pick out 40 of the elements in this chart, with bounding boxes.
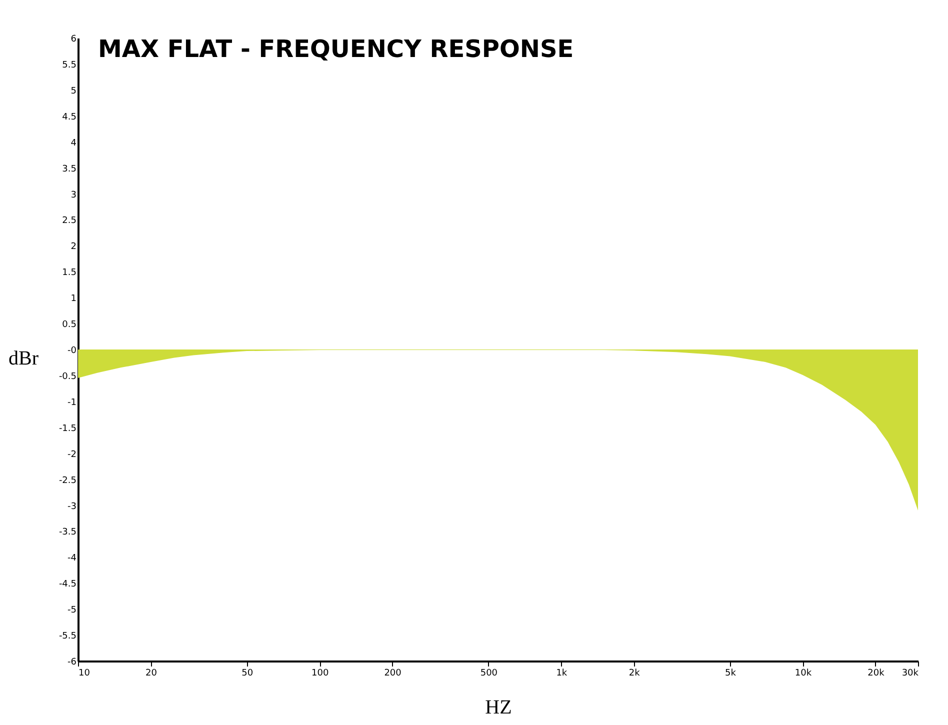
y-tick-label: 0.5 (62, 320, 76, 330)
x-tick-label: 20k (868, 668, 886, 678)
y-tick-label: -5 (68, 606, 76, 616)
y-tick-label: 1.5 (62, 268, 76, 278)
x-tick-label: 20 (145, 668, 158, 678)
x-tick-label: 10k (794, 668, 812, 678)
y-tick-label: 3 (70, 190, 76, 200)
y-tick-label: -0 (68, 346, 77, 356)
y-tick-label: -1.5 (58, 424, 76, 434)
x-tick-label: 1k (556, 668, 568, 678)
x-axis-title: HZ (485, 696, 512, 718)
y-tick-label: 5 (70, 86, 76, 96)
x-tick-label: 10 (78, 668, 90, 678)
x-tick-label: 30k (902, 668, 920, 678)
y-tick-label: 6 (70, 34, 77, 44)
y-tick-label: -3.5 (58, 528, 76, 538)
y-tick-label: -4 (68, 554, 77, 564)
y-tick-label: -2 (68, 450, 76, 460)
x-tick-label: 2k (628, 668, 641, 678)
y-tick-label: 4.5 (62, 112, 76, 122)
y-tick-label: -2.5 (58, 476, 76, 486)
y-tick-label: 2 (70, 242, 76, 252)
y-tick-label: 3.5 (62, 164, 76, 174)
y-tick-label: -5.5 (58, 632, 76, 642)
y-tick-label: -6 (68, 658, 77, 668)
chart-title: MAX FLAT - FREQUENCY RESPONSE (98, 35, 574, 63)
x-tick-label: 200 (384, 668, 402, 678)
y-tick-label: -3 (68, 502, 76, 512)
x-tick-label: 5k (725, 668, 737, 678)
x-tick-label: 50 (242, 668, 254, 678)
y-tick-label: 1 (70, 294, 76, 304)
y-tick-label: -1 (68, 398, 76, 408)
y-axis-title: dBr (8, 348, 39, 370)
x-tick-label: 500 (480, 668, 498, 678)
y-tick-label: 2.5 (62, 216, 76, 226)
y-tick-label: 5.5 (62, 60, 76, 70)
y-tick-label: -0.5 (58, 372, 76, 382)
x-tick-label: 100 (311, 668, 329, 678)
y-tick-label: -4.5 (58, 580, 76, 590)
y-tick-label: 4 (70, 138, 77, 148)
